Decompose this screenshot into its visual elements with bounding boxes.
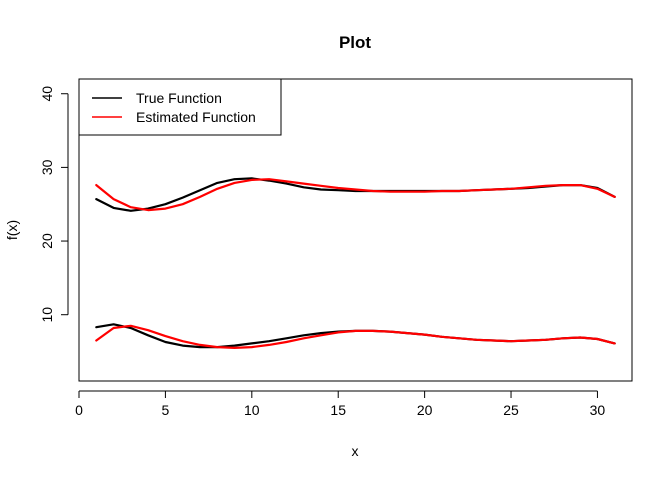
y-axis: 10 20 30 40 [39, 86, 69, 323]
true-function-line-lower [95, 323, 616, 349]
x-axis-label: x [352, 443, 359, 459]
y-tick-label: 30 [39, 159, 55, 175]
x-tick-label: 5 [162, 402, 170, 418]
x-tick-label: 15 [330, 402, 346, 418]
legend: True Function Estimated Function [78, 78, 282, 136]
estimated-function-line-upper [95, 178, 616, 212]
x-tick-label: 25 [503, 402, 519, 418]
legend-box [78, 78, 282, 136]
legend-label-estimated: Estimated Function [136, 109, 256, 125]
x-tick-label: 30 [590, 402, 606, 418]
y-tick-label: 10 [39, 307, 55, 323]
plot-box [78, 78, 633, 382]
chart-title: Plot [339, 33, 371, 52]
y-tick-label: 40 [39, 86, 55, 102]
series-layer [95, 177, 616, 349]
y-axis-label: f(x) [4, 220, 20, 240]
x-tick-label: 0 [75, 402, 83, 418]
x-tick-label: 10 [244, 402, 260, 418]
x-axis: 0 5 10 15 20 25 30 [75, 390, 606, 418]
y-tick-label: 20 [39, 233, 55, 249]
x-tick-label: 20 [417, 402, 433, 418]
legend-label-true: True Function [136, 90, 222, 106]
estimated-function-line-lower [95, 324, 616, 349]
